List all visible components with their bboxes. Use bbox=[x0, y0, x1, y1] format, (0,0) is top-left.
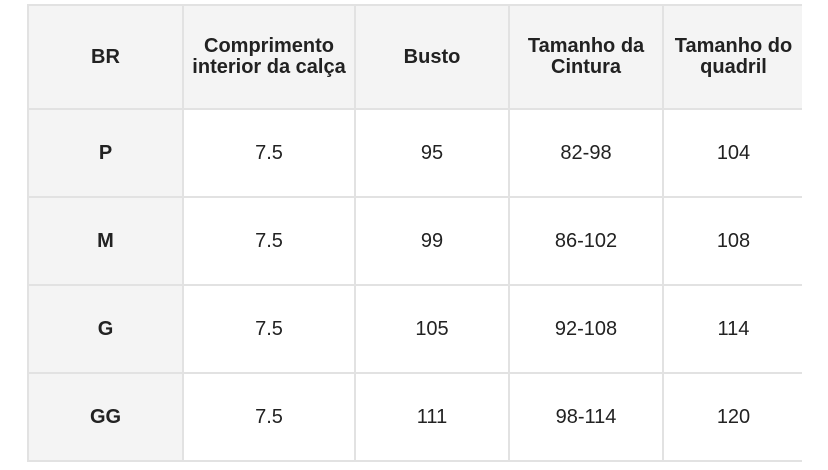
cell-size: P bbox=[27, 108, 184, 198]
cell-size: G bbox=[27, 284, 184, 374]
cell-inseam: 7.5 bbox=[182, 372, 356, 462]
cell-bust: 95 bbox=[354, 108, 510, 198]
header-inseam: Comprimento interior da calça bbox=[182, 4, 356, 110]
cell-bust: 99 bbox=[354, 196, 510, 286]
cell-size: M bbox=[27, 196, 184, 286]
cell-hip: 120 bbox=[662, 372, 802, 462]
table-row: G 7.5 105 92-108 114 bbox=[27, 284, 802, 374]
size-chart: BR Comprimento interior da calça Busto T… bbox=[27, 4, 802, 462]
header-bust: Busto bbox=[354, 4, 510, 110]
table-row: P 7.5 95 82-98 104 bbox=[27, 108, 802, 198]
cell-bust: 105 bbox=[354, 284, 510, 374]
cell-inseam: 7.5 bbox=[182, 108, 356, 198]
cell-waist: 98-114 bbox=[508, 372, 664, 462]
cell-hip: 108 bbox=[662, 196, 802, 286]
header-br: BR bbox=[27, 4, 184, 110]
cell-size: GG bbox=[27, 372, 184, 462]
cell-bust: 111 bbox=[354, 372, 510, 462]
table-row: GG 7.5 111 98-114 120 bbox=[27, 372, 802, 462]
header-hip: Tamanho do quadril bbox=[662, 4, 802, 110]
cell-hip: 114 bbox=[662, 284, 802, 374]
cell-waist: 82-98 bbox=[508, 108, 664, 198]
cell-inseam: 7.5 bbox=[182, 196, 356, 286]
header-waist: Tamanho da Cintura bbox=[508, 4, 664, 110]
table-row: M 7.5 99 86-102 108 bbox=[27, 196, 802, 286]
header-row: BR Comprimento interior da calça Busto T… bbox=[27, 4, 802, 110]
size-table: BR Comprimento interior da calça Busto T… bbox=[27, 4, 802, 462]
cell-waist: 92-108 bbox=[508, 284, 664, 374]
cell-inseam: 7.5 bbox=[182, 284, 356, 374]
cell-hip: 104 bbox=[662, 108, 802, 198]
cell-waist: 86-102 bbox=[508, 196, 664, 286]
